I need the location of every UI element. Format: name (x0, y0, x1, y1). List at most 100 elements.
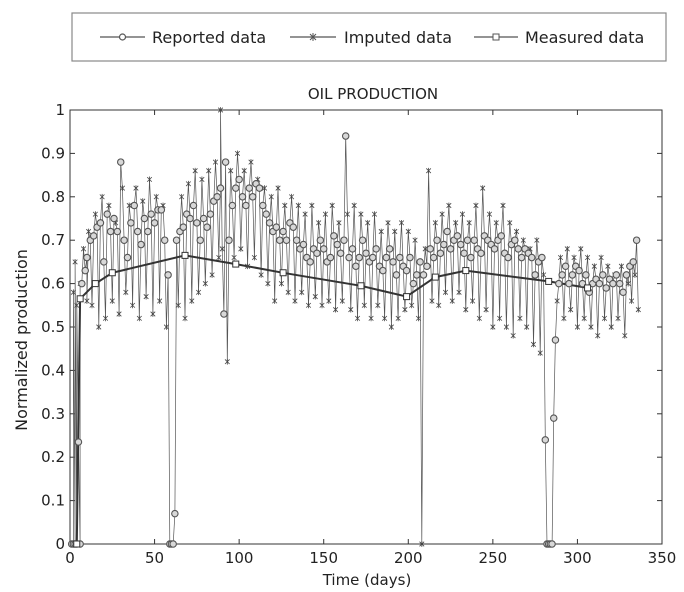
reported-point (352, 262, 360, 270)
imputed-point (265, 280, 271, 287)
imputed-point (554, 298, 560, 304)
reported-point (330, 232, 338, 240)
y-tick-label: 0.4 (41, 361, 65, 379)
imputed-point (632, 272, 638, 278)
imputed-point (133, 185, 139, 192)
reported-point (282, 236, 291, 244)
reported-point (541, 436, 550, 444)
reported-point (629, 258, 637, 266)
imputed-point (561, 315, 567, 322)
reported-point (538, 253, 546, 262)
legend-square-marker (492, 33, 500, 41)
reported-point (81, 266, 89, 275)
imputed-point (426, 167, 432, 174)
imputed-point (358, 211, 364, 218)
reported-point (113, 227, 122, 236)
imputed-point (322, 211, 328, 218)
imputed-point (182, 315, 188, 322)
imputed-point (326, 298, 332, 304)
x-tick-label: 0 (65, 549, 75, 567)
reported-point (423, 262, 431, 270)
imputed-point (299, 289, 305, 296)
imputed-point (557, 254, 564, 261)
imputed-point (473, 202, 479, 209)
reported-point (164, 271, 172, 279)
y-tick-label: 0.2 (41, 448, 65, 466)
reported-point (189, 201, 198, 210)
reported-point (612, 271, 621, 279)
imputed-point (361, 302, 367, 309)
reported-point (615, 279, 624, 288)
imputed-point (285, 289, 291, 296)
reported-point (426, 245, 435, 253)
imputed-point (595, 332, 601, 339)
imputed-point (628, 298, 635, 304)
reported-point (362, 249, 370, 257)
imputed-point (302, 211, 308, 218)
imputed-point (86, 228, 92, 235)
x-tick-label: 100 (225, 549, 254, 567)
reported-point (477, 249, 485, 257)
reported-point (340, 236, 348, 244)
imputed-point (89, 302, 95, 309)
axis-ticks: 0 50 100 150 200 250 300 350 0 0.1 0.2 0.3 0.4 0.5 0.6… (41, 101, 676, 567)
reported-point (259, 201, 267, 210)
reported-point (456, 240, 465, 249)
reported-point (100, 258, 108, 266)
reported-point (169, 540, 177, 548)
reported-point (396, 253, 404, 262)
reported-point (133, 227, 142, 236)
imputed-point (622, 332, 628, 339)
imputed-point (199, 176, 205, 183)
imputed-point (102, 315, 109, 322)
reported-point (409, 279, 418, 288)
reported-point (216, 184, 225, 192)
measured-point (403, 293, 411, 301)
reported-point (385, 245, 394, 253)
reported-point (221, 158, 230, 166)
imputed-point (336, 219, 342, 226)
imputed-point (398, 219, 405, 226)
reported-point (497, 232, 506, 240)
reported-point (255, 184, 264, 192)
markers-layer (67, 107, 641, 548)
y-tick-label: 0.8 (41, 188, 65, 206)
reported-point (632, 236, 641, 244)
imputed-point (146, 176, 153, 183)
imputed-point (375, 302, 381, 309)
reported-point (619, 288, 627, 297)
imputed-point (80, 245, 87, 252)
imputed-point (365, 219, 371, 226)
x-tick-label: 50 (145, 549, 164, 567)
x-tick-label: 350 (648, 549, 677, 567)
y-tick-label: 0.7 (41, 231, 65, 249)
imputed-point (449, 298, 455, 304)
imputed-point (84, 298, 90, 304)
reported-point (453, 232, 462, 240)
reported-point (355, 253, 363, 262)
y-tick-label: 0.1 (41, 492, 65, 510)
reported-point (419, 271, 428, 279)
reported-point (144, 227, 152, 236)
reported-point (369, 253, 377, 262)
reported-point (206, 210, 215, 218)
imputed-point (216, 254, 222, 261)
reported-point (89, 232, 98, 240)
reported-point (551, 336, 560, 344)
measured-point (108, 269, 116, 277)
reported-point (575, 266, 583, 275)
reported-point (389, 258, 397, 266)
imputed-point (368, 315, 374, 322)
reported-point (561, 262, 570, 270)
imputed-point (109, 298, 115, 304)
reported-point (275, 236, 284, 244)
imputed-point (534, 237, 540, 244)
measured-point (181, 251, 189, 259)
imputed-point (392, 228, 398, 235)
reported-point (316, 236, 325, 244)
imputed-point (248, 159, 254, 165)
reported-point (436, 249, 445, 257)
imputed-point (625, 280, 631, 287)
imputed-point (206, 167, 212, 174)
imputed-point (70, 289, 76, 296)
